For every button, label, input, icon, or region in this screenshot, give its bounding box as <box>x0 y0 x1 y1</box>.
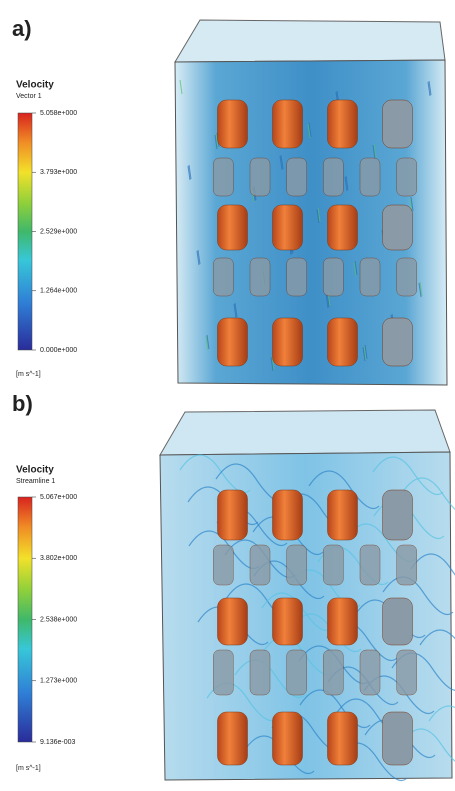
colorbar-label: 1.273e+000 <box>40 678 77 685</box>
cylinder <box>213 158 233 196</box>
cylinder <box>328 318 358 366</box>
legend-subtitle: Vector 1 <box>16 93 42 100</box>
cylinder <box>397 545 417 585</box>
cylinder <box>383 205 413 250</box>
cylinder <box>250 545 270 585</box>
cylinder <box>323 258 343 296</box>
cylinder <box>273 490 303 540</box>
cylinder <box>360 158 380 196</box>
cylinder <box>213 258 233 296</box>
cylinder <box>323 545 343 585</box>
cylinder <box>360 545 380 585</box>
legend-title: Velocity <box>16 465 54 476</box>
colorbar <box>18 497 32 742</box>
cylinder <box>328 490 358 540</box>
cylinder <box>360 650 380 695</box>
colorbar-label: 2.529e+000 <box>40 228 77 235</box>
panel-label: a) <box>12 16 32 41</box>
cylinder <box>323 158 343 196</box>
cylinder <box>273 100 303 148</box>
cylinder <box>213 545 233 585</box>
cylinder <box>273 205 303 250</box>
domain-lid <box>175 20 445 62</box>
cylinder <box>218 712 248 765</box>
cylinder <box>397 258 417 296</box>
colorbar-label: 9.136e-003 <box>40 739 76 746</box>
cylinder <box>218 490 248 540</box>
cylinder <box>287 650 307 695</box>
cylinder <box>383 490 413 540</box>
domain-lid <box>160 410 450 455</box>
panel-label: b) <box>12 391 33 416</box>
cylinder <box>383 100 413 148</box>
cylinder <box>250 650 270 695</box>
cylinder <box>218 598 248 645</box>
cylinder <box>218 205 248 250</box>
legend-unit: [m s^-1] <box>16 765 41 772</box>
cylinder <box>250 258 270 296</box>
colorbar-label: 5.067e+000 <box>40 494 77 501</box>
colorbar <box>18 113 32 350</box>
cylinder <box>383 318 413 366</box>
cylinder <box>397 158 417 196</box>
cylinder <box>328 205 358 250</box>
colorbar-label: 5.058e+000 <box>40 110 77 117</box>
cylinder <box>218 100 248 148</box>
cylinder <box>213 650 233 695</box>
cylinder <box>397 650 417 695</box>
cylinder <box>328 712 358 765</box>
cylinder <box>218 318 248 366</box>
cylinder <box>360 258 380 296</box>
colorbar-label: 0.000e+000 <box>40 347 77 354</box>
colorbar-label: 1.264e+000 <box>40 288 77 295</box>
cylinder <box>383 712 413 765</box>
cylinder <box>287 258 307 296</box>
cylinder <box>250 158 270 196</box>
cylinder <box>273 318 303 366</box>
colorbar-label: 3.793e+000 <box>40 169 77 176</box>
cylinder <box>323 650 343 695</box>
cylinder <box>273 712 303 765</box>
colorbar-label: 3.802e+000 <box>40 555 77 562</box>
cylinder <box>328 598 358 645</box>
cylinder <box>328 100 358 148</box>
figure: a) Velocity Vector 1 5.058e+000 3.793e+000 2.… <box>0 0 455 791</box>
cylinder <box>383 598 413 645</box>
legend-subtitle: Streamline 1 <box>16 478 55 485</box>
cylinder <box>273 598 303 645</box>
colorbar-label: 2.538e+000 <box>40 616 77 623</box>
cylinder <box>287 158 307 196</box>
legend-unit: [m s^-1] <box>16 371 41 378</box>
cylinder <box>287 545 307 585</box>
legend-title: Velocity <box>16 80 54 91</box>
